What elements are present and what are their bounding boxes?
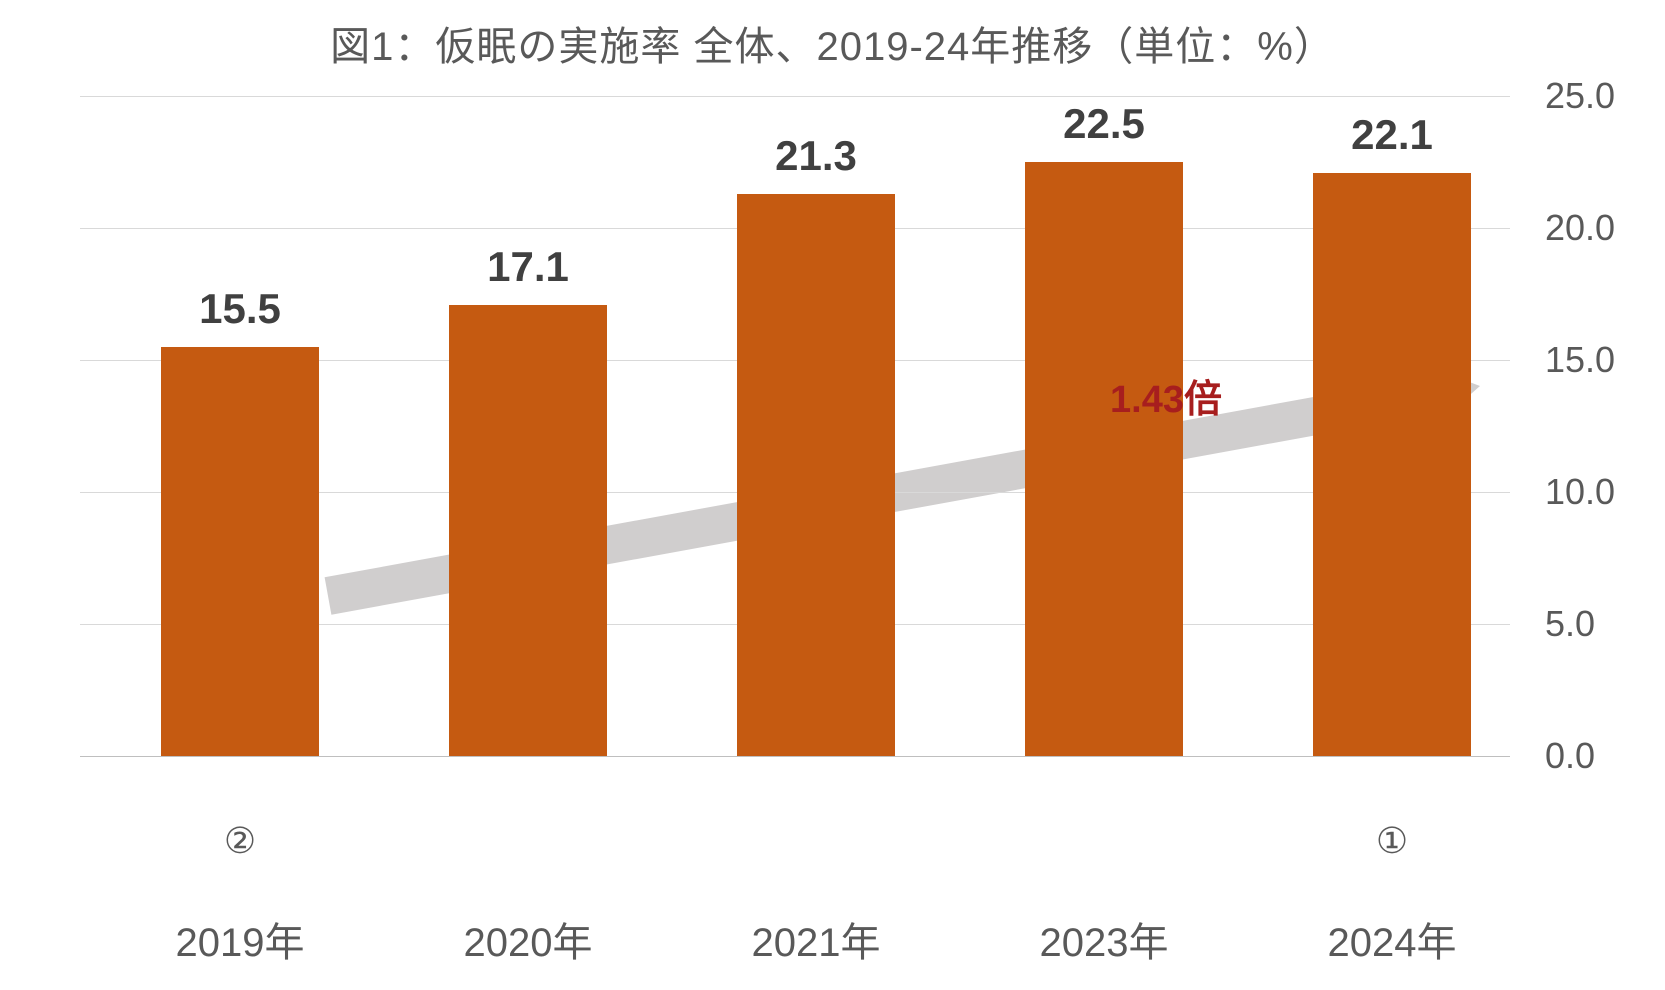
- x-tick-label: 2020年: [398, 910, 658, 968]
- chart-container: 図1：仮眠の実施率 全体、2019-24年推移（単位：%） 0.0 5.0 10.0…: [0, 0, 1665, 990]
- bar: 21.3: [737, 194, 895, 756]
- bar: 22.5: [1025, 162, 1183, 756]
- bar-value-label: 22.5: [1025, 100, 1183, 148]
- y-tick-label: 5.0: [1545, 603, 1595, 645]
- footnote-marker: ②: [140, 820, 340, 862]
- bar: 17.1: [449, 305, 607, 756]
- y-tick-label: 15.0: [1545, 339, 1615, 381]
- x-tick-label: 2023年: [974, 910, 1234, 968]
- bar-value-label: 17.1: [449, 243, 607, 291]
- bar-value-label: 21.3: [737, 132, 895, 180]
- chart-title: 図1：仮眠の実施率 全体、2019-24年推移（単位：%）: [0, 14, 1665, 72]
- y-tick-label: 20.0: [1545, 207, 1615, 249]
- gridline: [80, 96, 1510, 97]
- y-tick-label: 25.0: [1545, 75, 1615, 117]
- bar: 15.5: [161, 347, 319, 756]
- bar-value-label: 15.5: [161, 285, 319, 333]
- y-tick-label: 0.0: [1545, 735, 1595, 777]
- x-tick-label: 2021年: [686, 910, 946, 968]
- footnote-marker: ①: [1292, 820, 1492, 862]
- y-tick-label: 10.0: [1545, 471, 1615, 513]
- x-tick-label: 2024年: [1262, 910, 1522, 968]
- growth-annotation: 1.43倍: [1110, 368, 1222, 423]
- plot-area: 0.05.010.015.020.025.015.517.121.322.522…: [80, 96, 1510, 756]
- gridline: [80, 756, 1510, 757]
- bar-value-label: 22.1: [1313, 111, 1471, 159]
- x-tick-label: 2019年: [110, 910, 370, 968]
- bar: 22.1: [1313, 173, 1471, 756]
